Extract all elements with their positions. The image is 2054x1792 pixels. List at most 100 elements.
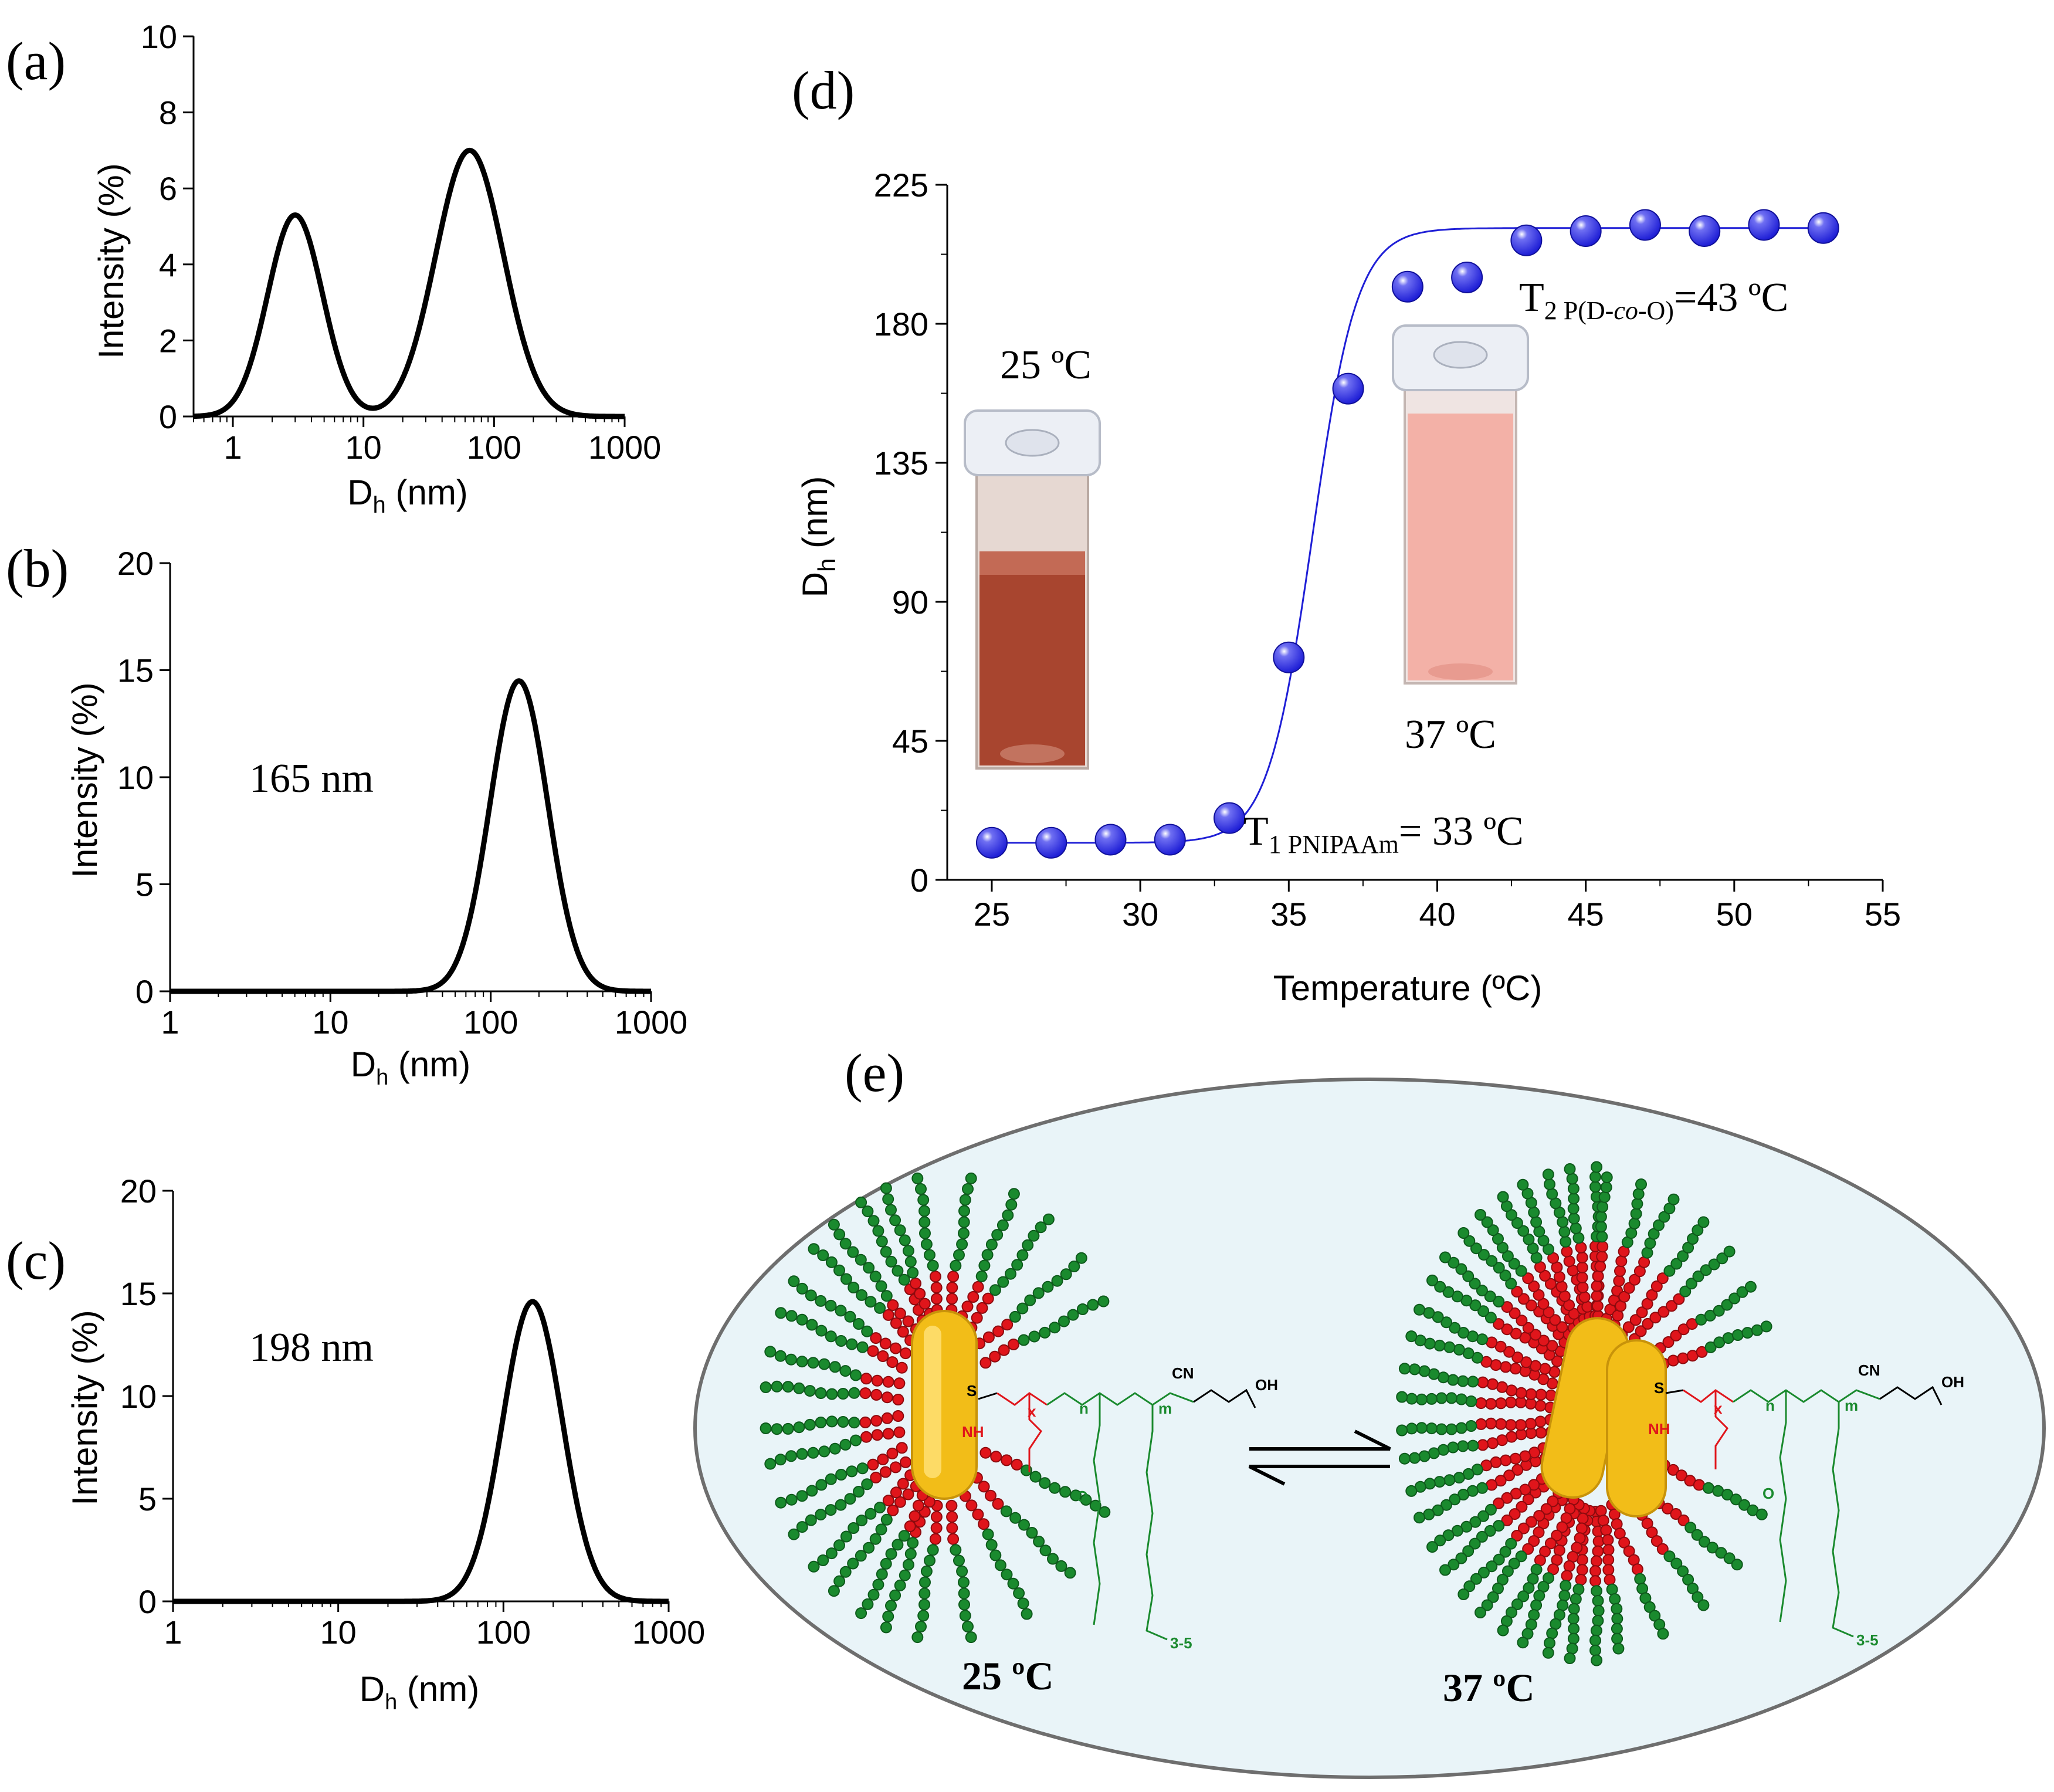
chem-o-25c: O bbox=[1076, 1488, 1088, 1505]
pnipaam-bead bbox=[1533, 1510, 1545, 1522]
peg-bead bbox=[882, 1610, 894, 1622]
peg-bead bbox=[1679, 1285, 1692, 1298]
pnipaam-bead bbox=[912, 1499, 924, 1512]
peg-bead bbox=[1396, 1424, 1408, 1437]
peg-bead bbox=[1415, 1393, 1428, 1405]
peg-bead bbox=[1445, 1423, 1458, 1435]
peg-bead bbox=[1493, 1295, 1505, 1307]
peg-bead bbox=[1028, 1330, 1040, 1343]
pnipaam-bead bbox=[893, 1377, 906, 1390]
peg-bead bbox=[825, 1330, 837, 1343]
peg-bead bbox=[1598, 1191, 1611, 1203]
dls-chart-c: 1 10 100 1000 0 5 10 15 20 Intensity (%) Dh (nm)… bbox=[65, 1173, 705, 1715]
peg-bead bbox=[1511, 1217, 1523, 1229]
peg-bead bbox=[1508, 1557, 1520, 1570]
peg-bead bbox=[1760, 1320, 1772, 1333]
chem-m-25c: m bbox=[1158, 1400, 1172, 1417]
peg-bead bbox=[1601, 1171, 1613, 1184]
peg-bead bbox=[1670, 1557, 1683, 1570]
pnipaam-bead bbox=[1495, 1418, 1507, 1430]
pnipaam-bead bbox=[1618, 1536, 1631, 1549]
peg-bead bbox=[1068, 1261, 1080, 1272]
peg-bead bbox=[1566, 1173, 1578, 1185]
peg-bead bbox=[1564, 1652, 1576, 1664]
pnipaam-bead bbox=[1522, 1543, 1534, 1555]
xlabel-a-sub: h bbox=[373, 492, 386, 518]
peg-bead bbox=[1600, 1181, 1612, 1194]
peg-bead bbox=[806, 1319, 818, 1331]
peg-bead bbox=[1445, 1392, 1458, 1404]
peg-bead bbox=[1009, 1512, 1022, 1524]
peg-bead bbox=[880, 1246, 892, 1258]
pnipaam-bead bbox=[1528, 1479, 1540, 1491]
pnipaam-bead bbox=[1602, 1554, 1615, 1566]
peg-bead bbox=[1641, 1246, 1653, 1259]
peg-bead bbox=[1443, 1341, 1456, 1353]
peg-bead bbox=[907, 1537, 919, 1549]
panel-label-c: (c) bbox=[6, 1231, 66, 1290]
peg-bead bbox=[1697, 1599, 1710, 1611]
pnipaam-bead bbox=[896, 1442, 908, 1454]
peg-bead bbox=[833, 1575, 846, 1587]
peg-bead bbox=[1692, 1224, 1704, 1237]
x-tick-label-d: 40 bbox=[1419, 896, 1455, 933]
peg-bead bbox=[1521, 1187, 1534, 1200]
data-point-d bbox=[1154, 824, 1186, 856]
pnipaam-bead bbox=[947, 1271, 960, 1283]
peg-bead bbox=[1560, 1580, 1572, 1592]
peg-bead bbox=[1501, 1250, 1514, 1262]
peg-bead bbox=[1528, 1609, 1540, 1621]
peg-bead bbox=[1406, 1422, 1418, 1435]
pnipaam-bead bbox=[1646, 1526, 1658, 1539]
peg-bead bbox=[1005, 1268, 1016, 1280]
pnipaam-bead bbox=[1493, 1497, 1505, 1509]
peg-bead bbox=[1567, 1202, 1580, 1215]
peg-bead bbox=[1058, 1315, 1070, 1327]
peg-bead bbox=[1685, 1278, 1697, 1290]
pnipaam-bead bbox=[886, 1447, 899, 1459]
peg-bead bbox=[874, 1502, 886, 1514]
peg-bead bbox=[899, 1569, 911, 1581]
pnipaam-bead bbox=[1591, 1300, 1604, 1312]
data-point-d bbox=[1035, 826, 1067, 859]
peg-bead bbox=[1499, 1269, 1511, 1282]
pnipaam-bead bbox=[897, 1478, 909, 1490]
t2-rest: =43 ºC bbox=[1674, 275, 1788, 320]
pnipaam-bead bbox=[859, 1387, 872, 1400]
chem-cn-25c: CN bbox=[1172, 1364, 1194, 1382]
peg-bead bbox=[1508, 1258, 1520, 1270]
pnipaam-bead bbox=[989, 1350, 1001, 1363]
peg-bead bbox=[844, 1493, 856, 1505]
peg-bead bbox=[1448, 1256, 1460, 1269]
peg-bead bbox=[825, 1299, 837, 1312]
peg-bead bbox=[918, 1598, 930, 1611]
pnipaam-bead bbox=[1544, 1278, 1557, 1290]
peg-bead bbox=[1595, 1221, 1607, 1233]
peg-bead bbox=[1042, 1213, 1055, 1225]
peg-bead bbox=[1497, 1191, 1509, 1203]
peg-bead bbox=[885, 1600, 897, 1612]
peg-bead bbox=[1741, 1327, 1754, 1339]
peg-bead bbox=[867, 1588, 880, 1601]
pnipaam-bead bbox=[1486, 1378, 1499, 1390]
peg-bead bbox=[1455, 1552, 1467, 1564]
pnipaam-bead bbox=[871, 1429, 883, 1441]
peg-bead bbox=[1415, 1422, 1428, 1434]
pnipaam-bead bbox=[1547, 1252, 1560, 1264]
pnipaam-bead bbox=[1537, 1334, 1550, 1347]
peg-bead bbox=[1458, 1227, 1470, 1239]
chem-x-37c: x bbox=[1714, 1400, 1723, 1417]
pnipaam-bead bbox=[992, 1498, 1004, 1510]
peg-bead bbox=[839, 1438, 852, 1451]
peg-bead bbox=[775, 1307, 787, 1319]
peg-bead bbox=[1405, 1485, 1418, 1497]
peg-bead bbox=[861, 1478, 873, 1490]
peg-bead bbox=[880, 1621, 892, 1634]
peg-bead bbox=[875, 1280, 887, 1292]
peg-bead bbox=[902, 1559, 914, 1571]
peg-bead bbox=[1455, 1263, 1467, 1275]
peg-bead bbox=[808, 1243, 820, 1255]
schematic-label-37c: 37 ºC bbox=[1443, 1665, 1535, 1710]
pnipaam-bead bbox=[1544, 1537, 1557, 1550]
peg-bead bbox=[1469, 1278, 1481, 1290]
